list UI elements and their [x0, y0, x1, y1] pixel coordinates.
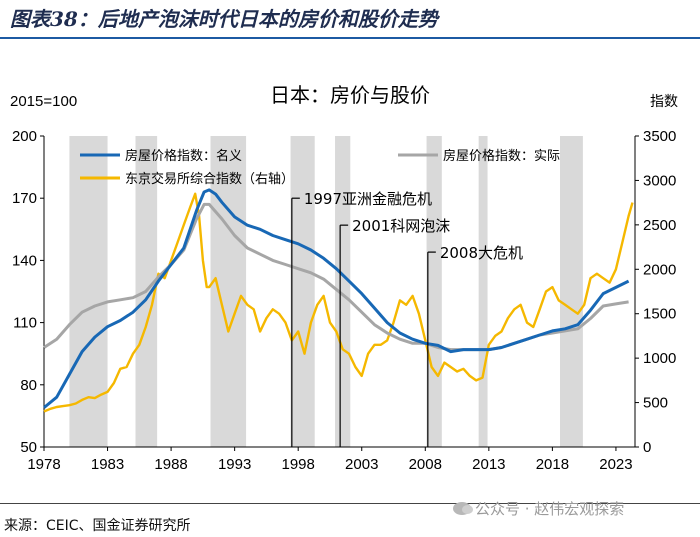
legend-label-1: 房屋价格指数：实际 [443, 148, 560, 164]
left-axis-unit: 2015=100 [10, 93, 77, 110]
figure-title: 图表38：后地产泡沫时代日本的房价和股价走势 [10, 7, 438, 31]
recession-band-4 [335, 136, 351, 447]
x-tick-label: 2003 [345, 456, 378, 473]
y2-tick-label: 3500 [643, 128, 676, 145]
x-tick-label: 1978 [27, 456, 60, 473]
x-tick-label: 1983 [91, 456, 124, 473]
source-rule [0, 503, 700, 504]
annotation-label-1: 2001科网泡沫 [352, 217, 450, 235]
watermark-text: 公众号 · 赵伟宏观探索 [475, 500, 625, 518]
y2-tick-label: 0 [643, 439, 651, 456]
x-tick-label: 1988 [154, 456, 187, 473]
chart: 5080110140170200050010001500200025003000… [10, 83, 678, 473]
series-line-0 [43, 188, 630, 409]
shaded-periods [69, 136, 583, 447]
x-tick-label: 1993 [218, 456, 251, 473]
annotations: 1997亚洲金融危机 2001科网泡沫 2008大危机 [291, 190, 523, 447]
title-rule [0, 37, 700, 39]
annotation-label-0: 1997亚洲金融危机 [304, 190, 432, 208]
recession-band-5 [426, 136, 442, 447]
recession-band-2 [210, 136, 247, 447]
series-line-2 [43, 192, 634, 413]
source-note: 来源：CEIC、国金证券研究所 [4, 518, 191, 534]
y2-tick-label: 2000 [643, 261, 676, 278]
annotation-label-2: 2008大危机 [440, 244, 523, 262]
x-tick-label: 2013 [472, 456, 505, 473]
y2-tick-label: 3000 [643, 172, 676, 189]
watermark: 公众号 · 赵伟宏观探索 [453, 498, 624, 519]
y-tick-label: 170 [12, 190, 37, 207]
x-tick-label: 2018 [536, 456, 569, 473]
y-tick-label: 110 [13, 315, 37, 332]
recession-band-6 [478, 136, 488, 447]
right-axis-unit: 指数 [650, 94, 678, 110]
y-tick-label: 140 [12, 252, 37, 269]
chart-title: 日本：房价与股价 [270, 83, 430, 107]
y2-tick-label: 1000 [643, 350, 676, 367]
y-tick-label: 200 [12, 128, 37, 145]
y2-tick-label: 1500 [643, 306, 676, 323]
y-tick-label: 50 [20, 439, 37, 456]
recession-band-0 [69, 136, 108, 447]
x-tick-label: 1998 [282, 456, 315, 473]
wechat-icon [453, 502, 473, 515]
legend-label-2: 东京交易所综合指数（右轴） [125, 171, 294, 187]
series-layer [43, 188, 634, 413]
legend-label-0: 房屋价格指数：名义 [125, 148, 242, 164]
y2-tick-label: 500 [643, 395, 668, 412]
recession-band-3 [290, 136, 315, 447]
y2-tick-label: 2500 [643, 217, 676, 234]
axes: 5080110140170200050010001500200025003000… [12, 128, 676, 473]
x-tick-label: 2008 [409, 456, 442, 473]
x-tick-label: 2023 [599, 456, 632, 473]
y-tick-label: 80 [20, 377, 37, 394]
figure-header: 图表38：后地产泡沫时代日本的房价和股价走势 [0, 0, 700, 39]
recession-band-7 [560, 136, 583, 447]
